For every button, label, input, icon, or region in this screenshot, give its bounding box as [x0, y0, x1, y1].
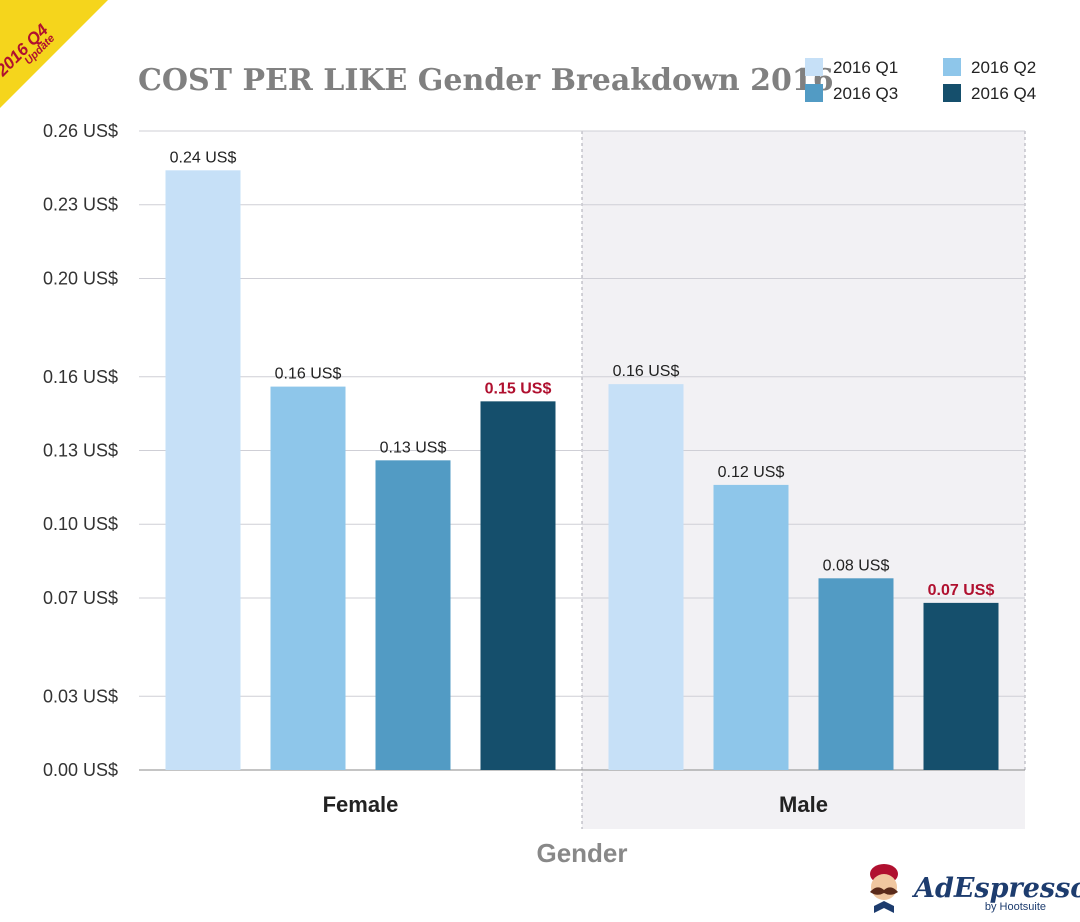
bar-male-2016-q1 — [608, 384, 684, 770]
y-axis-ticks: 0.00 US$ 0.03 US$ 0.07 US$ 0.10 US$ 0.13 US$… — [43, 121, 118, 780]
data-label: 0.16 US$ — [275, 366, 342, 383]
brand-logo: AdEspresso by Hootsuite — [870, 864, 1080, 913]
data-label: 0.13 US$ — [380, 439, 447, 456]
y-tick-label: 0.13 US$ — [43, 441, 118, 461]
bar-female-2016-q4 — [480, 401, 556, 770]
y-tick-label: 0.16 US$ — [43, 367, 118, 387]
y-tick-label: 0.00 US$ — [43, 760, 118, 780]
legend-label: 2016 Q3 — [833, 84, 898, 103]
legend-label: 2016 Q4 — [971, 84, 1036, 103]
badge-ribbon — [0, 0, 108, 108]
legend-swatch — [943, 84, 961, 102]
legend: 2016 Q1 2016 Q2 2016 Q3 2016 Q4 — [805, 58, 1036, 103]
legend-swatch — [943, 58, 961, 76]
brand-name: AdEspresso — [911, 873, 1080, 904]
y-tick-label: 0.03 US$ — [43, 686, 118, 706]
bars — [165, 170, 999, 771]
category-label-male: Male — [779, 792, 828, 817]
y-tick-label: 0.26 US$ — [43, 121, 118, 141]
category-labels: Female Male — [323, 792, 828, 817]
update-badge: 2016 Q4 Update — [0, 0, 108, 108]
legend-swatch — [805, 58, 823, 76]
mascot-icon — [870, 864, 898, 913]
data-label: 0.15 US$ — [485, 380, 552, 397]
brand-sub: by Hootsuite — [985, 901, 1046, 913]
bar-female-2016-q3 — [375, 460, 451, 770]
legend-swatch — [805, 84, 823, 102]
legend-label: 2016 Q2 — [971, 58, 1036, 77]
chart-title: COST PER LIKE Gender Breakdown 2016 — [138, 63, 834, 98]
legend-label: 2016 Q1 — [833, 58, 898, 77]
data-label: 0.12 US$ — [718, 464, 785, 481]
data-label: 0.07 US$ — [928, 582, 995, 599]
x-axis-title: Gender — [536, 838, 627, 868]
bar-female-2016-q2 — [270, 386, 346, 770]
y-tick-label: 0.07 US$ — [43, 588, 118, 608]
bar-male-2016-q2 — [713, 484, 789, 770]
data-label: 0.08 US$ — [823, 557, 890, 574]
y-tick-label: 0.10 US$ — [43, 514, 118, 534]
data-label: 0.16 US$ — [613, 363, 680, 380]
category-label-female: Female — [323, 792, 399, 817]
bar-male-2016-q4 — [923, 602, 999, 770]
y-tick-label: 0.20 US$ — [43, 268, 118, 288]
bar-female-2016-q1 — [165, 170, 241, 771]
data-labels: 0.24 US$ 0.16 US$ 0.13 US$ 0.15 US$ 0.16 US$… — [170, 149, 995, 599]
data-label: 0.24 US$ — [170, 149, 237, 166]
bar-male-2016-q3 — [818, 578, 894, 770]
y-tick-label: 0.23 US$ — [43, 195, 118, 215]
